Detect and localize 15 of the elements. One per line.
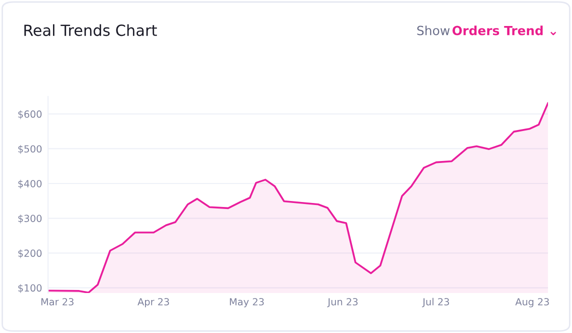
text: Show <box>417 26 450 36</box>
y-tick-label: $200 <box>18 249 42 258</box>
x-tick-label: Apr 23 <box>138 298 169 308</box>
x-tick-label: Jul 23 <box>422 298 450 308</box>
x-tick-label: Jun 23 <box>327 298 358 308</box>
text: Orders Trend ⌄ <box>452 26 556 36</box>
y-tick-label: $500 <box>18 145 42 154</box>
chart-title: Real Trends Chart <box>24 24 157 36</box>
y-tick-label: $400 <box>18 180 42 189</box>
y-tick-label: $100 <box>18 284 42 293</box>
y-tick-label: $600 <box>18 110 42 120</box>
x-tick-label: May 23 <box>230 298 264 308</box>
y-tick-label: $300 <box>18 214 42 224</box>
x-tick-label: Mar 23 <box>41 298 74 306</box>
x-tick-label: Aug 23 <box>515 298 549 308</box>
